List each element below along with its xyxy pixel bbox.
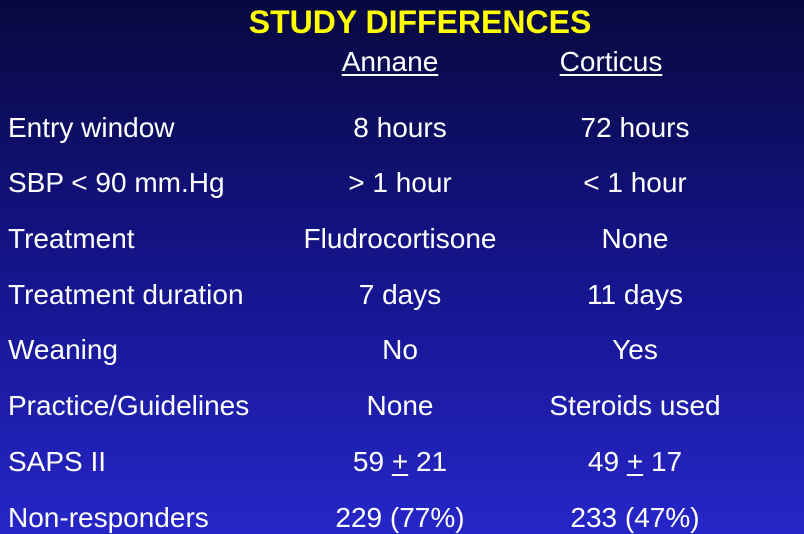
row-label: Treatment duration [8, 279, 244, 310]
row-label: SBP < 90 mm.Hg [8, 167, 225, 198]
row-label: Entry window [8, 112, 175, 143]
cell: < 1 hour [583, 167, 687, 198]
cell: Steroids used [549, 390, 721, 421]
cell: 11 days [587, 279, 683, 310]
cell: None [366, 390, 434, 421]
row-label: SAPS II [8, 446, 107, 477]
cell: 229 (77%) [335, 502, 465, 533]
cell: 59 + 21 [352, 446, 448, 477]
cell: No [382, 334, 418, 365]
row-label: Weaning [8, 334, 119, 365]
slide-title: STUDY DIFFERENCES [248, 4, 592, 40]
row-label: Non-responders [8, 502, 209, 533]
cell: 233 (47%) [570, 502, 700, 533]
cell: Fludrocortisone [303, 223, 497, 254]
row-label: Treatment [8, 223, 135, 254]
cell: 49 + 17 [587, 446, 683, 477]
row-label: Practice/Guidelines [8, 390, 250, 421]
cell: > 1 hour [348, 167, 452, 198]
column-header: Corticus [559, 46, 663, 77]
cell: 72 hours [580, 112, 690, 143]
cell: None [601, 223, 669, 254]
column-header: Annane [341, 46, 439, 77]
cell: 8 hours [353, 112, 447, 143]
cell: Yes [612, 334, 658, 365]
cell: 7 days [358, 279, 442, 310]
